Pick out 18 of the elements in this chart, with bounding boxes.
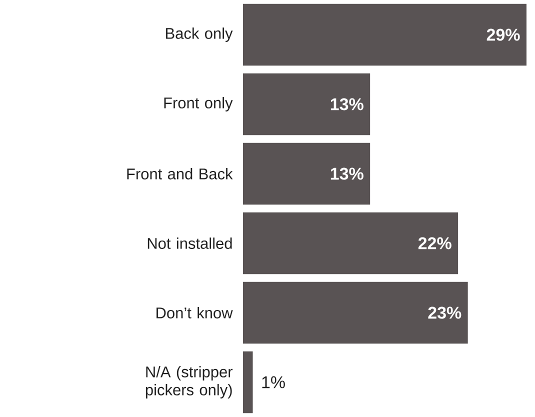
bar — [243, 282, 468, 344]
data-label: 13% — [330, 98, 364, 110]
y-tick-label: Front and Back — [127, 168, 233, 180]
bar — [243, 73, 370, 136]
data-label: 22% — [418, 237, 452, 250]
data-label: 23% — [428, 306, 462, 319]
y-tick-label: N/A (stripper pickers only) — [146, 366, 233, 398]
bar — [243, 212, 458, 274]
data-label: 1% — [262, 376, 285, 388]
y-tick-label: Don’t know — [156, 307, 233, 318]
data-label: 13% — [330, 168, 364, 180]
bar — [243, 142, 370, 205]
y-tick-label: Front only — [164, 97, 233, 112]
y-tick-label: Back only — [166, 28, 233, 42]
y-tick-label: Not installed — [148, 238, 232, 249]
data-label: 29% — [486, 28, 520, 41]
bar — [243, 4, 526, 66]
bar — [243, 351, 253, 414]
